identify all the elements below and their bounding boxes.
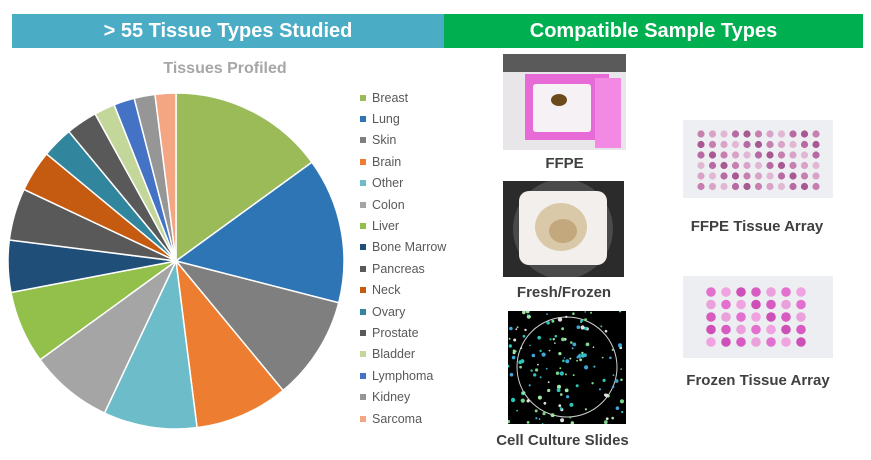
legend-label: Lung bbox=[372, 112, 400, 127]
legend-item: Neck bbox=[360, 280, 446, 301]
frozen-tissue-array-caption: Frozen Tissue Array bbox=[686, 372, 830, 389]
legend-item: Colon bbox=[360, 194, 446, 215]
ffpe-caption: FFPE bbox=[545, 155, 584, 172]
legend-label: Ovary bbox=[372, 304, 406, 319]
fresh-frozen-caption: Fresh/Frozen bbox=[516, 284, 612, 301]
legend-label: Lymphoma bbox=[372, 368, 434, 383]
cell-culture-image bbox=[508, 311, 626, 424]
legend-swatch bbox=[360, 287, 366, 294]
legend-label: Skin bbox=[372, 133, 397, 148]
legend-swatch bbox=[360, 244, 366, 251]
legend-item: Liver bbox=[360, 215, 446, 236]
legend-label: Other bbox=[372, 176, 404, 191]
legend-swatch bbox=[360, 351, 366, 358]
legend-label: Breast bbox=[372, 90, 409, 105]
pie-slice-brain bbox=[174, 258, 285, 429]
legend-label: Colon bbox=[372, 197, 405, 212]
legend-swatch bbox=[360, 137, 366, 144]
chart-legend: Breast Lung Skin Brain Other Colon Liver Bone M… bbox=[360, 87, 446, 429]
sample-types-banner: Compatible Sample Types bbox=[444, 14, 863, 48]
legend-label: Prostate bbox=[372, 325, 419, 340]
legend-label: Sarcoma bbox=[372, 411, 423, 426]
legend-label: Kidney bbox=[372, 390, 411, 405]
legend-item: Ovary bbox=[360, 301, 446, 322]
legend-item: Brain bbox=[360, 151, 446, 172]
cell-culture-caption: Cell Culture Slides bbox=[496, 432, 629, 449]
pie-slice-breast bbox=[175, 92, 313, 263]
legend-item: Breast bbox=[360, 87, 446, 108]
ffpe-tissue-array-caption: FFPE Tissue Array bbox=[690, 218, 824, 235]
legend-swatch bbox=[360, 180, 366, 187]
legend-label: Bladder bbox=[372, 347, 416, 362]
legend-label: Neck bbox=[372, 283, 401, 298]
legend-item: Lymphoma bbox=[360, 365, 446, 386]
ffpe-cassette-image bbox=[503, 54, 626, 150]
legend-swatch bbox=[360, 265, 366, 272]
legend-item: Skin bbox=[360, 130, 446, 151]
legend-item: Other bbox=[360, 173, 446, 194]
pie-slice-sarcoma bbox=[154, 92, 177, 262]
legend-item: Bone Marrow bbox=[360, 237, 446, 258]
fresh-frozen-image bbox=[503, 181, 624, 277]
legend-swatch bbox=[360, 308, 366, 315]
legend-swatch bbox=[360, 329, 366, 336]
legend-swatch bbox=[360, 415, 366, 422]
legend-item: Bladder bbox=[360, 344, 446, 365]
legend-item: Lung bbox=[360, 108, 446, 129]
frozen-tissue-array-image bbox=[683, 276, 833, 358]
legend-swatch bbox=[360, 94, 366, 101]
ffpe-tissue-array-image bbox=[683, 120, 833, 198]
legend-label: Liver bbox=[372, 219, 400, 234]
legend-item: Prostate bbox=[360, 322, 446, 343]
legend-item: Pancreas bbox=[360, 258, 446, 279]
legend-item: Kidney bbox=[360, 386, 446, 407]
legend-swatch bbox=[360, 158, 366, 165]
legend-label: Pancreas bbox=[372, 261, 425, 276]
pie-slice-lung bbox=[174, 161, 345, 304]
legend-swatch bbox=[360, 201, 366, 208]
legend-label: Brain bbox=[372, 154, 402, 169]
pie-slice-skin bbox=[173, 259, 340, 392]
legend-item: Sarcoma bbox=[360, 408, 446, 429]
legend-swatch bbox=[360, 223, 366, 230]
legend-label: Bone Marrow bbox=[372, 240, 447, 255]
legend-swatch bbox=[360, 394, 366, 401]
tissue-pie-chart bbox=[7, 92, 345, 430]
legend-swatch bbox=[360, 372, 366, 379]
tissue-types-banner: > 55 Tissue Types Studied bbox=[12, 14, 444, 48]
legend-swatch bbox=[360, 116, 366, 123]
chart-title: Tissues Profiled bbox=[163, 60, 287, 77]
pie-slice-other bbox=[103, 258, 198, 430]
